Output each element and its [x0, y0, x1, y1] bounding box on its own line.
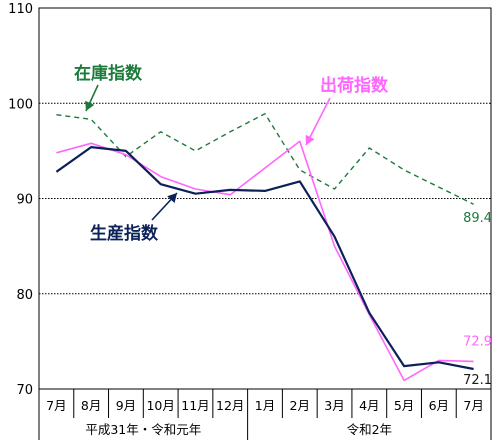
y-tick-label: 110: [8, 2, 33, 17]
y-tick-label: 90: [16, 193, 33, 208]
data-label: 72.1: [463, 373, 492, 388]
x-tick-label: 11月: [181, 398, 209, 413]
x-group-label: 平成31年・令和元年: [85, 422, 201, 437]
y-tick-label: 100: [8, 97, 33, 112]
x-tick-label: 6月: [429, 398, 449, 413]
arrow-head: [305, 134, 315, 145]
series-label: 出荷指数: [320, 75, 389, 96]
gridlines: [39, 102, 491, 295]
x-tick-label: 2月: [290, 398, 310, 413]
series-lines: [55, 112, 474, 382]
x-tick-label: 9月: [116, 398, 136, 413]
x-tick-label: 10月: [146, 398, 174, 413]
arrow-head: [85, 100, 95, 111]
y-axis: 70 80 90 100 110: [8, 2, 33, 398]
series-line: [56, 140, 474, 382]
x-tick-label: 1月: [255, 398, 275, 413]
x-group-label: 令和2年: [347, 422, 392, 437]
data-label: 72.9: [463, 334, 492, 349]
x-tick-label: 4月: [359, 398, 379, 413]
x-tick-label: 7月: [46, 398, 66, 413]
y-tick-label: 80: [16, 288, 33, 303]
series-label: 在庫指数: [74, 63, 143, 84]
x-tick-label: 7月: [463, 398, 483, 413]
data-label: 89.4: [463, 211, 492, 226]
series-label: 生産指数: [90, 223, 159, 244]
series-line: [55, 146, 474, 371]
x-tick-label: 8月: [81, 398, 101, 413]
x-tick-label: 12月: [216, 398, 244, 413]
y-tick-label: 70: [16, 383, 33, 398]
x-tick-label: 3月: [324, 398, 344, 413]
series-line: [56, 112, 474, 205]
x-tick-label: 5月: [394, 398, 414, 413]
arrow-head: [167, 193, 177, 203]
